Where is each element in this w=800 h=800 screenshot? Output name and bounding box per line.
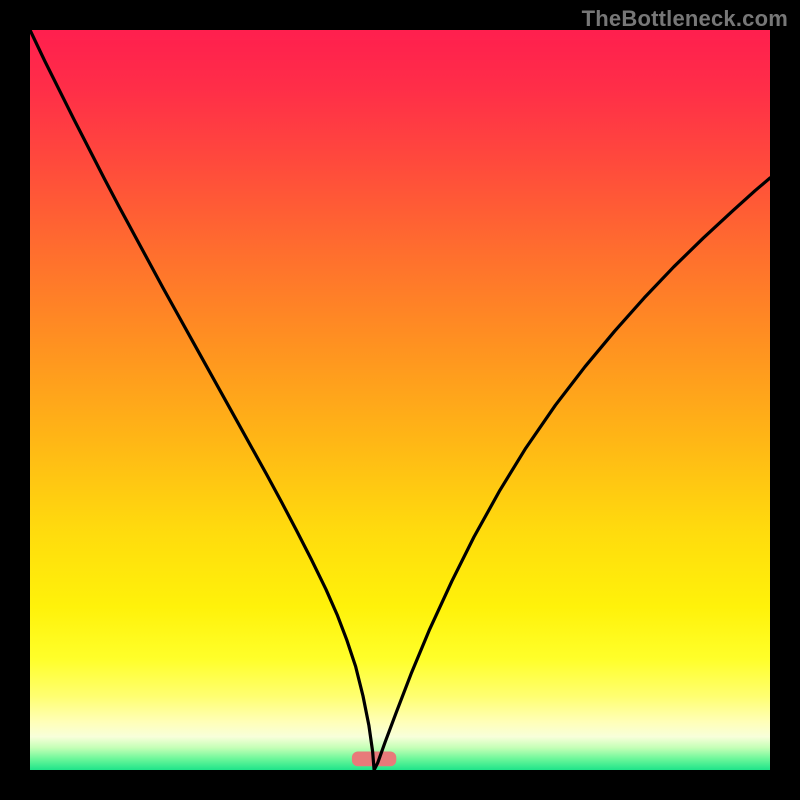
watermark-text: TheBottleneck.com — [582, 6, 788, 32]
gradient-background — [30, 30, 770, 770]
chart-container: TheBottleneck.com — [0, 0, 800, 800]
bottleneck-chart — [0, 0, 800, 800]
